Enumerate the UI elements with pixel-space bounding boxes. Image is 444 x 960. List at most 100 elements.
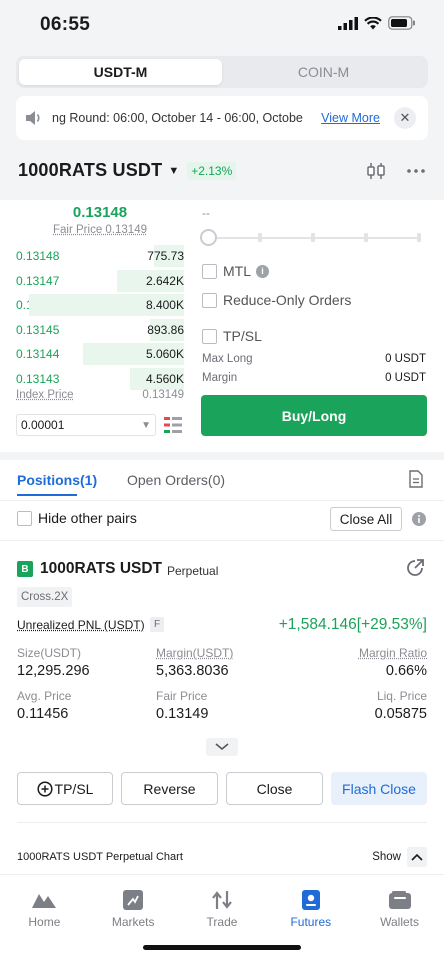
flash-close-button[interactable]: Flash Close: [331, 772, 427, 805]
nav-label: Futures: [290, 915, 332, 929]
liq-price-value: 0.05875: [374, 706, 427, 722]
max-long-label: Max Long: [202, 353, 253, 365]
bid-price: 0.13148: [16, 249, 60, 263]
tpsl-button-label: TP/SL: [54, 780, 94, 797]
chevron-up-icon[interactable]: [407, 847, 427, 867]
buy-long-button[interactable]: Buy/Long: [201, 395, 427, 436]
max-long-value: 0 USDT: [385, 353, 426, 365]
bid-quantity: 893.86: [147, 322, 184, 337]
show-label: Show: [372, 851, 401, 863]
home-indicator: [143, 945, 301, 950]
nav-item-home[interactable]: Home: [0, 875, 89, 934]
tpsl-checkbox[interactable]: TP/SL: [202, 328, 262, 344]
tab-positions[interactable]: Positions(1): [17, 472, 98, 488]
orderbook-row[interactable]: 0.13143 4.560K: [16, 367, 184, 391]
nav-item-wallets[interactable]: Wallets: [355, 875, 444, 934]
margin-row: Margin 0 USDT: [202, 372, 426, 384]
home-icon: [31, 889, 57, 911]
amount-field[interactable]: --: [202, 206, 210, 220]
checkbox[interactable]: [17, 510, 32, 526]
mtl-checkbox[interactable]: MTL i: [202, 263, 269, 279]
tick-size-select[interactable]: 0.00001 ▼: [16, 414, 156, 436]
tpsl-label: TP/SL: [223, 328, 262, 344]
pair-selector[interactable]: 1000RATS USDT ▼ +2.13%: [18, 160, 237, 181]
caret-down-icon: ▼: [168, 164, 180, 177]
nav-item-markets[interactable]: Markets: [89, 875, 178, 934]
slider-tick: [258, 233, 262, 242]
status-icons: [338, 16, 416, 30]
close-all-button[interactable]: Close All: [330, 507, 402, 531]
leverage-slider-track[interactable]: [214, 237, 420, 239]
orderbook-row[interactable]: 0.13147 2.642K: [16, 269, 184, 293]
more-icon[interactable]: [406, 168, 426, 174]
tab-divider: [0, 500, 444, 501]
header-icons: [366, 162, 426, 180]
hide-other-pairs-checkbox[interactable]: Hide other pairs: [17, 510, 137, 526]
orderbook-row[interactable]: 0.131468.400K: [16, 293, 184, 317]
depth-bar: [29, 294, 184, 317]
fair-price: Fair Price 0.13149: [53, 224, 147, 236]
bid-price: 0.13147: [16, 273, 60, 288]
orderbook-row[interactable]: 0.13144 5.060K: [16, 342, 184, 366]
index-price-label: Index Price: [16, 389, 74, 401]
side-badge: B: [17, 561, 33, 577]
checkbox[interactable]: [202, 292, 217, 308]
tab-usdt-m[interactable]: USDT-M: [19, 59, 222, 85]
bid-quantity: 8.400K: [145, 298, 184, 313]
add-circle-icon: [36, 780, 53, 797]
margin-label: Margin: [202, 372, 238, 384]
checkbox[interactable]: [202, 328, 217, 344]
markets-icon: [123, 889, 144, 911]
margin-type-segment: USDT-M COIN-M: [16, 56, 428, 88]
nav-item-futures[interactable]: Futures: [266, 875, 355, 934]
depth-bar: [130, 368, 184, 390]
size-label: Size(USDT): [17, 646, 82, 660]
orderbook-layout-icon[interactable]: [164, 417, 182, 438]
active-tab-indicator: [17, 494, 77, 496]
margin-mode-tag: Cross.2X: [17, 587, 73, 607]
notice-text: ng Round: 06:00, October 14 - 06:00, Oct…: [52, 111, 303, 125]
bid-quantity: 775.73: [147, 249, 184, 263]
fair-price-value: 0.13149: [156, 706, 209, 722]
slider-knob[interactable]: [200, 229, 217, 246]
candlestick-icon[interactable]: [366, 162, 386, 180]
nav-item-trade[interactable]: Trade: [178, 875, 267, 934]
caret-down-icon: ▼: [141, 419, 151, 431]
avg-price-label: Avg. Price: [17, 689, 72, 703]
bid-quantity: 2.642K: [145, 273, 184, 288]
tpsl-button[interactable]: TP/SL: [17, 772, 113, 805]
bid-quantity: 4.560K: [145, 372, 184, 386]
nav-label: Wallets: [380, 915, 420, 929]
position-pair-name: 1000RATS USDT: [40, 560, 163, 577]
close-position-button[interactable]: Close: [226, 772, 323, 805]
tab-coin-m[interactable]: COIN-M: [297, 64, 350, 80]
expand-chevron-icon[interactable]: [206, 738, 238, 756]
orderbook-row[interactable]: 0.13148 775.73: [16, 244, 184, 268]
info-icon[interactable]: i: [256, 264, 269, 278]
show-chart-toggle[interactable]: Show: [372, 847, 427, 867]
reverse-button[interactable]: Reverse: [121, 772, 218, 805]
bid-price: 0.13144: [16, 347, 60, 362]
max-long-row: Max Long 0 USDT: [202, 353, 426, 365]
view-more-link[interactable]: View More: [321, 111, 380, 125]
chart-title: 1000RATS USDT Perpetual Chart: [17, 851, 183, 863]
futures-icon: [301, 889, 321, 911]
chart-toggle-row: 1000RATS USDT Perpetual Chart Show: [17, 847, 427, 867]
share-icon[interactable]: [405, 558, 425, 583]
hide-other-pairs-label: Hide other pairs: [38, 510, 137, 526]
depth-bar: [83, 343, 184, 366]
close-icon[interactable]: ✕: [394, 107, 416, 129]
section-divider: [0, 452, 444, 460]
trade-icon: [211, 889, 233, 911]
orderbook-row[interactable]: 0.13145 893.86: [16, 318, 184, 342]
info-icon[interactable]: [412, 512, 426, 531]
reduce-only-checkbox[interactable]: Reduce-Only Orders: [202, 292, 351, 308]
document-icon[interactable]: [408, 470, 424, 493]
status-time: 06:55: [40, 14, 91, 35]
index-price-row: Index Price 0.13149: [16, 389, 184, 401]
checkbox[interactable]: [202, 263, 217, 279]
margin-ratio-value: 0.66%: [385, 663, 427, 679]
nav-label: Trade: [206, 915, 238, 929]
liq-price-label: Liq. Price: [376, 689, 427, 703]
tab-open-orders[interactable]: Open Orders(0): [127, 472, 226, 488]
